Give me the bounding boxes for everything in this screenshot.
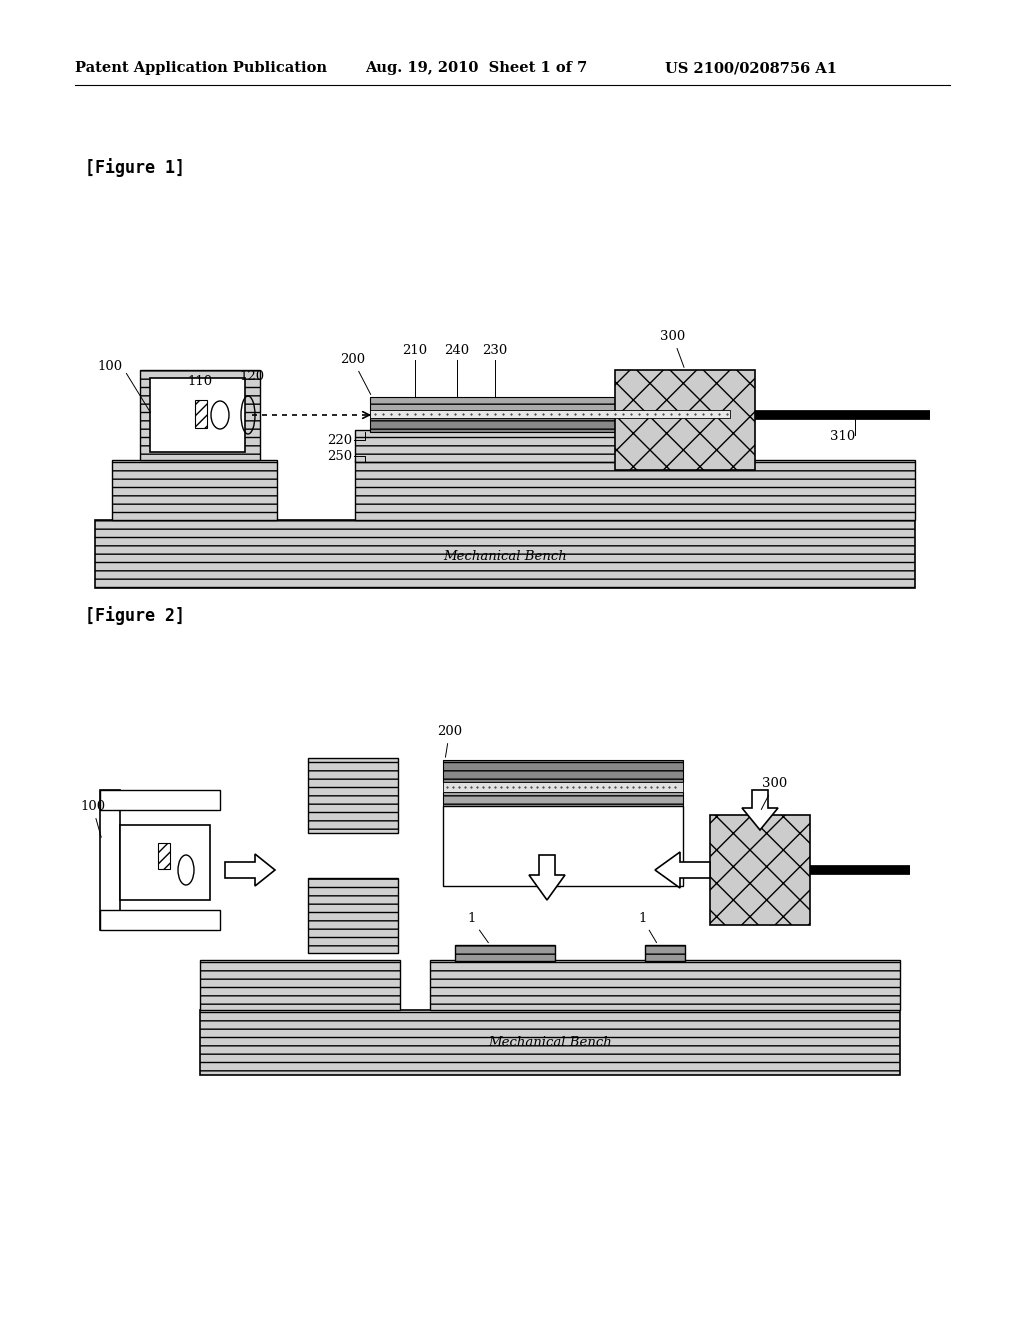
Text: 250: 250	[327, 450, 352, 462]
Bar	[100, 909, 220, 931]
Text: 120: 120	[240, 370, 264, 383]
Text: US 2100/0208756 A1: US 2100/0208756 A1	[665, 61, 837, 75]
Bar	[100, 789, 220, 810]
Bar	[455, 945, 555, 961]
Bar	[158, 843, 170, 869]
Text: Mechanical Bench: Mechanical Bench	[488, 1036, 612, 1049]
Text: 210: 210	[402, 345, 428, 356]
Text: 1: 1	[638, 912, 656, 942]
Polygon shape	[742, 789, 778, 830]
Bar	[120, 825, 210, 900]
Bar	[95, 520, 915, 587]
Text: Aug. 19, 2010  Sheet 1 of 7: Aug. 19, 2010 Sheet 1 of 7	[365, 61, 587, 75]
Bar	[200, 1010, 900, 1074]
Bar	[308, 878, 398, 953]
Bar	[308, 758, 398, 833]
Bar	[443, 792, 683, 807]
Bar	[710, 814, 810, 925]
Bar	[370, 418, 730, 432]
Bar	[355, 430, 745, 462]
Text: 100: 100	[80, 800, 105, 837]
Bar	[443, 760, 683, 781]
Text: 240: 240	[444, 345, 470, 356]
Bar	[430, 960, 900, 1010]
Text: 310: 310	[830, 430, 855, 444]
Text: Patent Application Publication: Patent Application Publication	[75, 61, 327, 75]
Text: 100: 100	[97, 360, 151, 413]
Text: 300: 300	[660, 330, 685, 367]
Text: Mechanical Bench: Mechanical Bench	[443, 549, 567, 562]
Text: 230: 230	[482, 345, 508, 356]
Text: 220: 220	[327, 433, 352, 446]
Bar	[195, 400, 207, 428]
Polygon shape	[529, 855, 565, 900]
Bar	[140, 370, 260, 459]
Bar	[615, 370, 755, 470]
Bar	[200, 960, 400, 1010]
Text: 200: 200	[340, 352, 371, 395]
Bar	[645, 945, 685, 961]
Text: 200: 200	[437, 725, 462, 758]
Polygon shape	[225, 854, 275, 886]
Text: [Figure 2]: [Figure 2]	[85, 606, 185, 626]
Bar	[370, 411, 730, 418]
Bar	[443, 781, 683, 792]
Text: 300: 300	[761, 777, 787, 809]
Text: [Figure 1]: [Figure 1]	[85, 158, 185, 177]
Bar	[100, 789, 120, 931]
Bar	[370, 397, 730, 417]
Bar	[443, 807, 683, 886]
Polygon shape	[655, 851, 710, 888]
Text: 1: 1	[467, 912, 488, 942]
Text: 110: 110	[187, 375, 213, 388]
Bar	[112, 459, 278, 520]
Bar	[355, 459, 915, 520]
Bar	[150, 378, 245, 451]
